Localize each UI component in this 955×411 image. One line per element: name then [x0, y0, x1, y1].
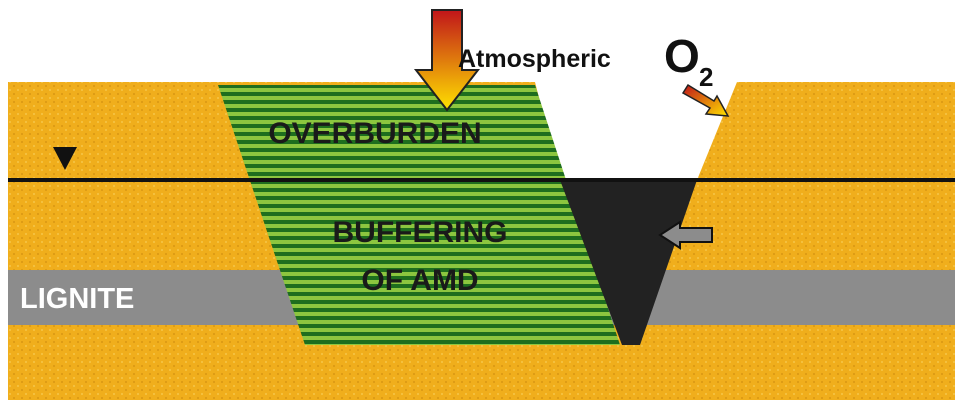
diagram: Atmospheric O 2 OVERBURDEN BUFFERING OF …: [0, 0, 955, 411]
oxygen-subscript: 2: [699, 62, 713, 92]
overburden-label: OVERBURDEN: [268, 117, 481, 150]
oxygen-label: O: [664, 30, 700, 82]
atmospheric-label: Atmospheric: [458, 45, 611, 73]
lignite-label: LIGNITE: [20, 283, 134, 315]
buffering-label: OF AMD: [361, 264, 478, 297]
buffering-label: BUFFERING: [333, 216, 508, 249]
